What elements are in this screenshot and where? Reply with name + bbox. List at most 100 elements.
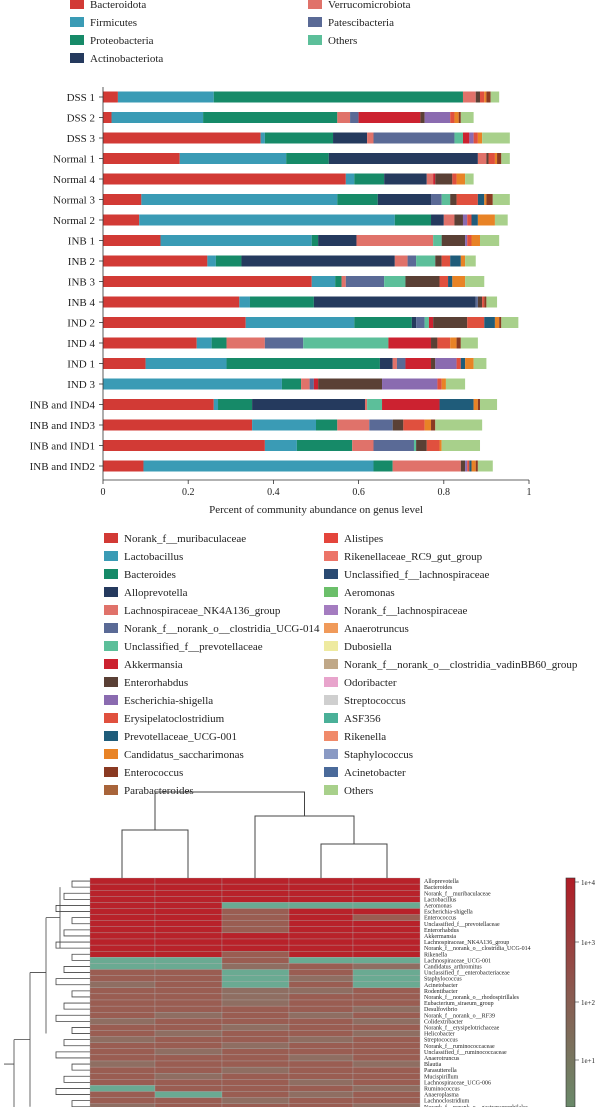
bar-category-label: Normal 3 xyxy=(53,195,95,207)
colorbar-label: 1e+2 xyxy=(581,999,596,1007)
x-tick-label: 0.8 xyxy=(438,487,451,498)
bar-segment xyxy=(281,378,302,390)
bar-segment xyxy=(405,358,432,369)
genus-legend-label: Lachnospiraceae_NK4A136_group xyxy=(124,605,281,617)
bar-segment xyxy=(384,173,427,185)
heatmap-cell xyxy=(89,938,156,946)
bar-segment xyxy=(477,153,487,164)
bar-segment xyxy=(424,419,432,431)
bar-segment xyxy=(465,255,476,267)
genus-legend-label: Odoribacter xyxy=(344,677,397,689)
heatmap-cell xyxy=(89,932,156,940)
heatmap-cell xyxy=(154,883,223,891)
bar-category-label: IND 2 xyxy=(67,318,95,330)
dendro-branch xyxy=(254,815,355,878)
bar-segment xyxy=(477,194,485,205)
heatmap-cell xyxy=(352,993,421,1001)
heatmap-cell xyxy=(352,1030,421,1037)
heatmap-row-label: Anaerotruncus xyxy=(424,1056,460,1062)
heatmap-cell xyxy=(288,1091,354,1098)
bar-segment xyxy=(407,255,417,267)
heatmap-cell xyxy=(288,957,354,964)
genus-legend-swatch xyxy=(104,659,118,669)
genus-legend-label: Anaerotruncus xyxy=(344,623,409,635)
bar-segment xyxy=(465,235,468,246)
heatmap-row-label: Lachnospiraceae_NK4A136_group xyxy=(424,940,509,946)
heatmap-cell xyxy=(221,1036,290,1043)
genus-legend-swatch xyxy=(324,659,338,669)
bar-segment xyxy=(103,358,146,369)
heatmap-row-label: Norank_f__norank_o__RF39 xyxy=(424,1012,495,1019)
bar-segment xyxy=(450,194,457,205)
genus-legend-swatch xyxy=(104,749,118,759)
phylum-legend-swatch xyxy=(70,35,84,45)
heatmap-cell xyxy=(89,1060,156,1068)
bar-segment xyxy=(296,440,353,451)
heatmap-cell xyxy=(154,1036,223,1043)
bar-segment xyxy=(358,112,421,123)
heatmap-cell xyxy=(288,1030,354,1037)
bar-segment xyxy=(333,132,368,144)
heatmap-row-label: Desulfovibrio xyxy=(424,1006,457,1013)
phylum-legend-label: Proteobacteria xyxy=(90,35,154,47)
phylum-legend-label: Actinobacteriota xyxy=(90,53,163,65)
genus-legend-swatch xyxy=(324,731,338,741)
heatmap-cell xyxy=(221,914,290,921)
bar-segment xyxy=(141,194,338,205)
heatmap-cell xyxy=(352,1079,421,1086)
bar-segment xyxy=(226,337,265,349)
genus-legend-swatch xyxy=(104,569,118,579)
bar-category-label: IND 4 xyxy=(67,338,95,350)
heatmap-cell xyxy=(288,902,354,909)
genus-legend-swatch xyxy=(104,677,118,687)
heatmap-cell xyxy=(221,926,290,934)
bar-segment xyxy=(103,276,312,287)
genus-legend-label: Akkermansia xyxy=(124,659,183,671)
heatmap-cell xyxy=(288,987,354,995)
heatmap-cell xyxy=(221,1060,290,1068)
heatmap-row-label: Streptococcus xyxy=(424,1038,458,1044)
heatmap-cell xyxy=(288,938,354,946)
heatmap-cell xyxy=(352,1060,421,1068)
row-dendrogram xyxy=(4,880,90,1107)
bar-segment xyxy=(450,255,461,267)
bar-segment xyxy=(103,173,346,185)
bar-segment xyxy=(260,132,265,144)
bar-segment xyxy=(318,235,357,246)
heatmap-cell xyxy=(154,944,223,952)
heatmap-cell xyxy=(352,1042,421,1049)
heatmap-cell xyxy=(221,902,290,909)
dendro-branch xyxy=(4,880,90,1107)
heatmap-cell xyxy=(352,981,421,988)
heatmap-cell xyxy=(221,1079,290,1086)
bar-segment xyxy=(313,378,319,390)
bar-segment xyxy=(384,276,406,287)
heatmap-cell xyxy=(221,890,290,897)
bar-segment xyxy=(416,440,427,451)
bar-segment xyxy=(369,419,393,431)
heatmap-cell xyxy=(89,981,156,988)
heatmap-cell xyxy=(352,1018,421,1025)
heatmap-cell xyxy=(221,1042,290,1049)
heatmap-cell xyxy=(89,877,156,885)
bar-segment xyxy=(441,378,446,390)
colorbar-bar xyxy=(565,877,576,1107)
bar-segment xyxy=(426,173,434,185)
heatmap-row-label: Unclassified_f__prevotellaceae xyxy=(424,921,500,928)
genus-legend-swatch xyxy=(324,641,338,651)
bar-segment xyxy=(405,276,440,287)
heatmap-cell xyxy=(154,1066,223,1074)
heatmap-cell xyxy=(221,932,290,940)
genus-legend-label: Erysipelatoclostridium xyxy=(124,713,225,725)
bar-segment xyxy=(373,460,393,472)
bar-segment xyxy=(311,235,319,246)
bar-segment xyxy=(494,214,508,226)
bar-segment xyxy=(460,460,466,472)
heatmap-row-label: Parasutterella xyxy=(424,1068,457,1074)
heatmap-cell xyxy=(352,975,421,982)
heatmap-cell xyxy=(89,1018,156,1025)
heatmap-cell xyxy=(221,1085,290,1092)
heatmap-cell xyxy=(89,987,156,995)
bar-segment xyxy=(211,337,227,349)
